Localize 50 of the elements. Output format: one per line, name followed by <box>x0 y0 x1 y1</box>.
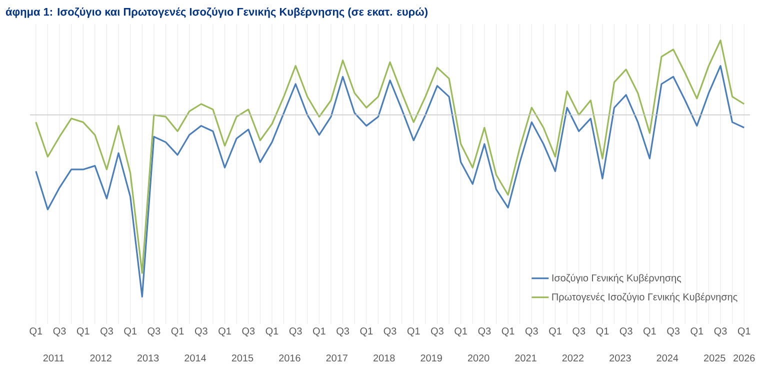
x-tick-label: Q3 <box>289 328 302 336</box>
x-tick-label: Q3 <box>384 328 396 336</box>
x-tick-label: Q3 <box>478 328 491 336</box>
x-tick-label: Q1 <box>171 328 184 336</box>
x-tick-label: Q3 <box>714 328 727 336</box>
legend-label: Πρωτογενές Ισοζύγιο Γενικής Κυβέρνησης <box>552 292 738 302</box>
text: 2020 <box>468 354 490 362</box>
x-tick-label: Q1 <box>360 328 373 336</box>
x-tick-label: Q1 <box>502 328 514 336</box>
text: 2013 <box>137 354 159 362</box>
x-tick-label: Q3 <box>100 328 113 336</box>
text: 2017 <box>326 354 348 362</box>
x-tick-label: Q1 <box>690 328 704 336</box>
x-tick-label: Q3 <box>572 328 586 336</box>
x-tick-label: Q1 <box>596 328 609 336</box>
text: 2015 <box>232 354 254 362</box>
text: 2011 <box>43 354 64 362</box>
x-tick-label: Q1 <box>218 328 231 336</box>
x-tick-label: Q1 <box>454 328 467 336</box>
x-tick-label: Q1 <box>738 328 750 336</box>
text: 2016 <box>279 354 300 362</box>
text: 2023 <box>610 354 631 362</box>
x-tick-label: Q3 <box>620 328 632 336</box>
x-tick-label: Q1 <box>549 328 562 336</box>
x-tick-label: Q1 <box>124 328 136 336</box>
legend-label: Ισοζύγιο Γενικής Κυβέρνησης <box>552 274 682 284</box>
text: 2022 <box>562 354 584 362</box>
x-tick-label: Q1 <box>313 328 326 336</box>
x-tick-label: Q1 <box>30 328 42 336</box>
x-tick-label: Q1 <box>407 328 420 336</box>
x-tick-label: Q3 <box>431 328 444 336</box>
text: 2019 <box>420 354 442 362</box>
text: 2018 <box>374 354 395 362</box>
x-tick-label: Q3 <box>336 328 350 336</box>
x-tick-label: Q3 <box>667 328 680 336</box>
x-tick-label: Q3 <box>194 328 208 336</box>
text: 2026 <box>734 354 755 362</box>
text: 2024 <box>656 354 678 362</box>
text: 2025 <box>704 354 726 362</box>
text: 2014 <box>184 354 206 362</box>
x-tick-label: Q1 <box>266 328 278 336</box>
x-tick-label: Q3 <box>525 328 538 336</box>
x-tick-label: Q3 <box>148 328 160 336</box>
x-tick-label: Q3 <box>53 328 66 336</box>
x-tick-label: Q1 <box>76 328 90 336</box>
chart-title: άφημα 1: Ισοζύγιο και Πρωτογενές Ισοζύγιο Γενικής Κυβέρνησης (σε εκατ. ευρώ) <box>6 8 428 18</box>
text: 2021 <box>515 354 536 362</box>
x-tick-label: Q1 <box>644 328 656 336</box>
text: 2012 <box>90 354 112 362</box>
x-tick-label: Q3 <box>242 328 255 336</box>
